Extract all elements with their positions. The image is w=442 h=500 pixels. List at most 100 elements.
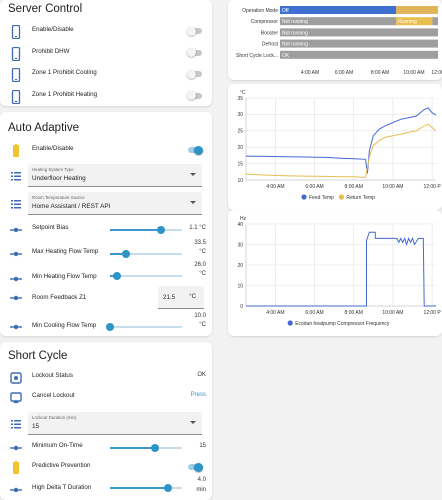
y-axis-unit: Hz <box>240 216 247 222</box>
heating-system-select[interactable]: Heating System Type Underfloor Heating <box>28 164 202 187</box>
timeline-tick-label: 6:00 AM <box>335 70 353 76</box>
timeline-row-label: Defrost <box>262 42 279 48</box>
auto-adaptive-enable-toggle[interactable] <box>188 145 203 155</box>
server-control-label: Zone 1 Prohibit Heating <box>32 90 98 98</box>
lockout-duration-select[interactable]: Lockout Duration (min) 15 <box>28 412 202 435</box>
legend-marker <box>287 320 293 326</box>
server-control-row[interactable]: Zone 1 Prohibit Cooling <box>0 65 212 85</box>
cancel-lockout-label: Cancel Lockout <box>32 392 75 399</box>
timeline-segment-label: Off <box>282 8 289 14</box>
auto-adaptive-title: Auto Adaptive <box>8 122 79 134</box>
max-flow-slider[interactable] <box>110 250 182 258</box>
server-control-row[interactable]: Prohibit DHW <box>0 44 212 64</box>
lockout-duration-row: Lockout Duration (min) 15 <box>0 410 212 436</box>
battery-icon <box>13 144 19 157</box>
timeline-tick-label: 4:00 AM <box>301 70 319 76</box>
y-axis-unit: °C <box>240 90 246 96</box>
x-tick-label: 12:00 P <box>423 310 441 316</box>
min-cooling-unit: °C <box>199 322 206 328</box>
list-icon <box>11 420 21 429</box>
auto-adaptive-enable-label: Enable/Disable <box>32 145 74 152</box>
y-tick-label: 10 <box>237 283 243 289</box>
lockout-status-value: OK <box>197 372 206 378</box>
y-tick-label: 0 <box>240 304 243 310</box>
min-cooling-slider[interactable] <box>106 323 182 331</box>
room-temp-source-select[interactable]: Room Temperature Source Home Assistant /… <box>28 192 202 215</box>
y-tick-label: 20 <box>237 145 243 151</box>
legend-label: Feed Temp <box>309 195 334 201</box>
x-tick-label: 8:00 AM <box>345 310 363 316</box>
min-cooling-label: Min Cooling Flow Temp <box>32 322 97 329</box>
room-feedback-unit: °C <box>189 294 196 300</box>
y-tick-label: 15 <box>237 161 243 167</box>
list-icon <box>11 200 21 209</box>
server-control-toggle[interactable] <box>187 26 202 36</box>
server-control-toggle[interactable] <box>187 48 202 57</box>
timeline-segment-label: Running <box>398 19 417 25</box>
temp-chart-card: °C 10 15 20 25 30 35 4:00 AM 6:00 AM 8:00 AM 10:00… <box>228 84 442 210</box>
max-flow-unit: °C <box>199 249 206 255</box>
lockout-duration-value: 15 <box>32 423 40 430</box>
max-flow-value: 33.5 <box>194 240 206 246</box>
max-flow-row: Max Heating Flow Temp 33.5 °C <box>0 240 212 264</box>
legend-marker <box>301 194 307 200</box>
temperature-chart: °C 10 15 20 25 30 35 4:00 AM 6:00 AM 8:00 AM 10:00… <box>237 90 441 201</box>
room-temp-source-row: Room Temperature Source Home Assistant /… <box>0 190 212 216</box>
min-on-time-value: 15 <box>199 443 206 449</box>
x-tick-label: 12:00 P <box>423 184 441 190</box>
cancel-lockout-button[interactable]: Press <box>190 392 206 398</box>
phone-icon <box>11 68 21 82</box>
lockout-status-row: Lockout Status OK <box>0 368 212 388</box>
slider-icon <box>10 276 22 282</box>
min-on-time-slider[interactable] <box>110 444 182 452</box>
high-delta-label: High Delta T Duration <box>32 484 92 491</box>
high-delta-row: High Delta T Duration 4.0 min <box>0 477 212 500</box>
cancel-icon <box>10 392 22 403</box>
server-control-toggle[interactable] <box>187 91 202 100</box>
high-delta-unit: min <box>196 487 206 493</box>
timeline-segment <box>280 17 397 26</box>
battery-icon <box>13 461 19 474</box>
slider-thumb[interactable] <box>106 323 114 331</box>
room-feedback-value: 21.5 <box>163 294 176 301</box>
setpoint-bias-label: Setpoint Bias <box>32 224 69 231</box>
room-feedback-input[interactable]: 21.5 °C <box>158 286 204 309</box>
predictive-toggle[interactable] <box>188 462 203 472</box>
timeline-row-label: Compressor <box>251 19 279 25</box>
server-control-row[interactable]: Enable/Disable <box>0 22 212 42</box>
y-tick-label: 25 <box>237 129 243 135</box>
x-tick-label: 4:00 AM <box>266 310 284 316</box>
slider-thumb[interactable] <box>150 444 159 452</box>
slider-thumb[interactable] <box>163 484 172 492</box>
server-control-card: Server Control Enable/Disable Prohibit DH… <box>0 0 212 106</box>
slider-icon <box>10 445 22 451</box>
predictive-row[interactable]: Predictive Prevention <box>0 458 212 478</box>
min-cooling-value: 10.0 <box>194 313 206 319</box>
slider-thumb[interactable] <box>157 226 166 234</box>
predictive-label: Predictive Prevention <box>32 462 91 469</box>
heating-system-row: Heating System Type Underfloor Heating <box>0 162 212 188</box>
series-line <box>246 231 436 307</box>
legend-label: Ecodan heatpump Compressor Frequency <box>295 321 390 327</box>
auto-adaptive-card: Auto Adaptive Enable/Disable Heating Sys… <box>0 112 212 336</box>
timeline-row-label: Booster <box>261 30 279 36</box>
slider-thumb[interactable] <box>121 250 130 258</box>
timeline-row-label: Operation Mode <box>242 8 278 14</box>
server-control-title: Server Control <box>8 3 83 15</box>
timeline-segment-label: Not running <box>282 19 308 25</box>
setpoint-bias-slider[interactable] <box>110 226 182 234</box>
min-flow-slider[interactable] <box>110 272 182 280</box>
chevron-down-icon <box>190 173 196 176</box>
x-tick-label: 10:00 AM <box>382 310 403 316</box>
timeline-segment <box>280 6 397 14</box>
auto-adaptive-enable-row[interactable]: Enable/Disable <box>0 141 212 161</box>
slider-thumb[interactable] <box>113 272 122 280</box>
list-icon <box>11 172 21 181</box>
x-tick-label: 4:00 AM <box>266 184 284 190</box>
legend-marker <box>338 194 344 200</box>
server-control-toggle[interactable] <box>187 69 202 79</box>
room-feedback-row: Room Feedback Z1 21.5 °C <box>0 286 212 310</box>
phone-icon <box>11 25 21 39</box>
server-control-row[interactable]: Zone 1 Prohibit Heating <box>0 87 212 107</box>
high-delta-slider[interactable] <box>110 484 182 492</box>
